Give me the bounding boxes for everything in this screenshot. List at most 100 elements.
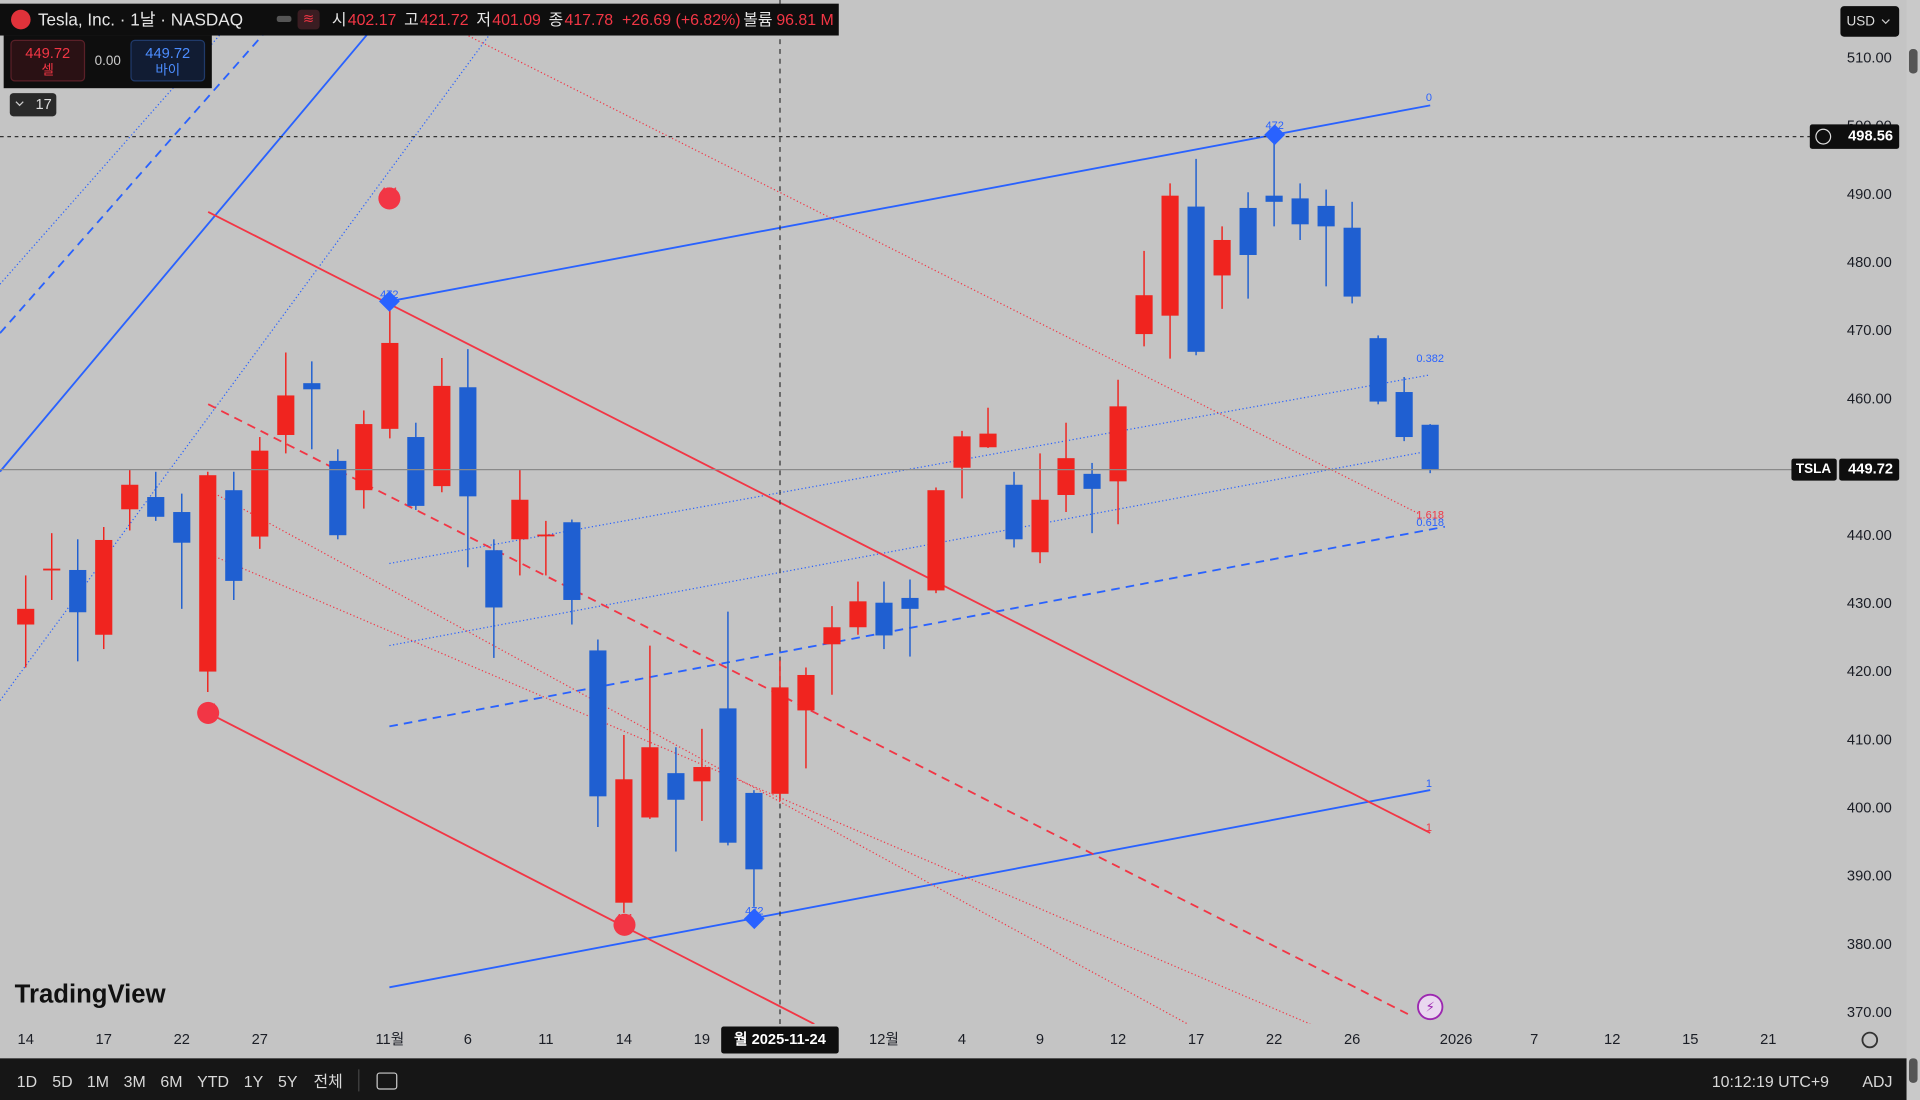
trend-line [0, 33, 369, 473]
logo: TradingView [15, 981, 167, 1009]
candle-body [199, 475, 217, 672]
candle-body [641, 747, 659, 818]
x-tick-label: 2026 [1440, 1032, 1473, 1048]
candle-body [1057, 458, 1075, 495]
x-tick-label: 26 [1344, 1032, 1360, 1048]
drawing-label: 472 [1266, 120, 1284, 132]
candle-body [1265, 195, 1283, 202]
range-button[interactable]: YTD [197, 1074, 229, 1091]
candles [17, 134, 1439, 913]
x-tick-label: 17 [1188, 1032, 1204, 1048]
ohlc-value: 401.09 [492, 12, 541, 29]
buy-button[interactable] [130, 39, 206, 82]
candle-body [953, 436, 971, 468]
x-tick-label: 14 [18, 1032, 34, 1048]
event-icon[interactable] [1417, 993, 1444, 1021]
drawing-label: 471 [380, 186, 398, 198]
spread: 0.00 [95, 53, 121, 68]
add-alert-icon[interactable] [1815, 128, 1832, 145]
channel-line [389, 789, 1431, 989]
candle-body [1109, 406, 1127, 482]
drawing-label: 472 [745, 905, 763, 917]
range-button[interactable]: 5D [52, 1074, 72, 1091]
adjust-toggle[interactable]: ADJ [1862, 1074, 1892, 1091]
range-button[interactable]: 3M [124, 1074, 146, 1091]
candle-body [225, 490, 243, 581]
price-axis: 370.00 380.00 390.00 400.00 410.00 420.00 430.… [1847, 51, 1892, 1022]
candle-body [1135, 295, 1153, 335]
symbol-logo [11, 9, 31, 30]
icon-glyph: ≋ [303, 11, 314, 26]
sell-price: 449.72 [25, 46, 70, 62]
x-tick-label: 14 [616, 1032, 632, 1048]
drawing-label: 0.382 [1416, 353, 1444, 365]
channel-line [207, 553, 1311, 1025]
volume-label: 볼륨 [743, 11, 772, 29]
candle-body [537, 534, 555, 537]
x-tick-label: 6 [464, 1032, 472, 1048]
range-button[interactable]: 1D [17, 1074, 37, 1091]
range-button[interactable]: 1M [87, 1074, 109, 1091]
drawing-label: 472 [380, 289, 398, 301]
candle-body [485, 550, 503, 608]
y-tick-label: 480.00 [1847, 255, 1892, 271]
last-price-tag [1839, 458, 1900, 481]
candle-body [277, 395, 295, 435]
candle-body [1213, 239, 1231, 276]
currency-button[interactable] [1840, 6, 1900, 37]
candle-body [43, 568, 61, 571]
candle-body [355, 424, 373, 491]
candle-body [979, 433, 997, 448]
y-tick-label: 370.00 [1847, 1005, 1892, 1021]
x-tick-label: 12월 [869, 1031, 899, 1048]
candle-body [823, 627, 841, 645]
range-button[interactable]: 전체 [314, 1073, 343, 1091]
y-tick-label: 420.00 [1847, 664, 1892, 680]
volume-value: 96.81 M [776, 12, 833, 29]
candle-body [875, 602, 893, 636]
x-tick-label: 9 [1036, 1032, 1044, 1048]
range-button[interactable]: 6M [160, 1074, 182, 1091]
candle-body [693, 767, 711, 782]
scrollbar [1906, 0, 1920, 1100]
candle-body [1369, 338, 1387, 402]
candle-body [407, 437, 425, 506]
x-tick-label: 11월 [375, 1031, 404, 1048]
candle-body [901, 597, 919, 609]
scroll-thumb[interactable] [1908, 1058, 1918, 1083]
candle-body [849, 601, 867, 628]
ohlc-value: 402.17 [348, 12, 397, 29]
settings-icon[interactable] [1861, 1031, 1879, 1049]
candle-body [1005, 484, 1023, 540]
scroll-thumb[interactable] [1908, 48, 1918, 74]
y-tick-label: 490.00 [1847, 187, 1892, 203]
drawing-label: 471 [615, 913, 633, 925]
x-tick-label: 12 [1604, 1032, 1620, 1048]
ohlc-label: 종 [549, 12, 564, 29]
bottom-toolbar [0, 1058, 1907, 1100]
channel-line [207, 403, 1409, 1016]
candle-body [69, 569, 87, 613]
candle-body [95, 539, 113, 635]
y-tick-label: 410.00 [1847, 732, 1892, 748]
candle-body [1291, 198, 1309, 225]
y-tick-label: 400.00 [1847, 800, 1892, 816]
x-tick-label: 27 [252, 1032, 268, 1048]
candle-body [329, 460, 347, 536]
sell-button[interactable] [10, 39, 86, 82]
pivot-point [378, 290, 400, 312]
range-button[interactable]: 1Y [244, 1074, 264, 1091]
currency: USD [1847, 14, 1876, 29]
channel-line [207, 712, 815, 1025]
candle-body [771, 687, 789, 794]
icon[interactable] [297, 9, 320, 30]
date-range-icon[interactable] [376, 1072, 398, 1090]
candle-body [1161, 195, 1179, 316]
indicator-toggle[interactable] [9, 93, 57, 117]
channel-line [207, 489, 1189, 1025]
x-tick-label: 11 [538, 1032, 553, 1048]
trend-line [0, 33, 221, 285]
range-button[interactable]: 5Y [278, 1074, 298, 1091]
channel-line [389, 104, 1431, 303]
